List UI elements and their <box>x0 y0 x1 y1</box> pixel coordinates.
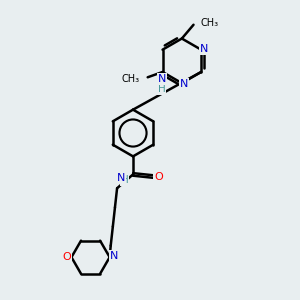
Text: N: N <box>110 251 118 261</box>
Text: H: H <box>121 176 128 185</box>
Text: N: N <box>158 74 166 84</box>
Text: CH₃: CH₃ <box>121 74 139 84</box>
Text: CH₃: CH₃ <box>201 18 219 28</box>
Text: O: O <box>62 252 71 262</box>
Text: O: O <box>154 172 163 182</box>
Text: N: N <box>117 173 126 183</box>
Text: H: H <box>158 84 166 94</box>
Text: N: N <box>180 79 189 89</box>
Text: N: N <box>200 44 208 54</box>
